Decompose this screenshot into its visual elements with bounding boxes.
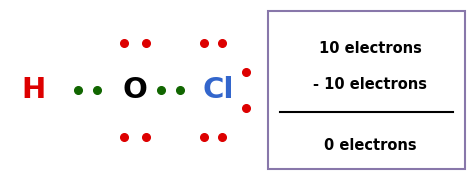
Text: 10 electrons: 10 electrons (319, 41, 421, 56)
Text: O: O (123, 76, 147, 104)
Text: H: H (21, 76, 46, 104)
Text: - 10 electrons: - 10 electrons (313, 77, 427, 92)
Text: Cl: Cl (202, 76, 234, 104)
FancyBboxPatch shape (268, 11, 465, 169)
Text: 0 electrons: 0 electrons (324, 138, 417, 153)
